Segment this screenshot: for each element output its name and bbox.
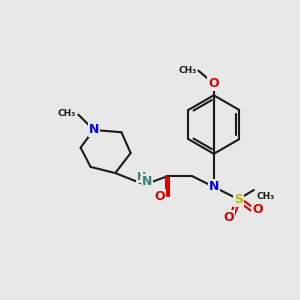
Text: O: O: [252, 203, 263, 216]
Text: O: O: [208, 77, 219, 90]
Text: O: O: [223, 211, 234, 224]
Text: O: O: [154, 190, 165, 203]
Text: CH₃: CH₃: [257, 191, 275, 200]
Text: H: H: [137, 172, 146, 182]
Text: S: S: [234, 193, 243, 206]
Text: N: N: [142, 175, 152, 188]
Text: CH₃: CH₃: [178, 66, 197, 75]
Text: N: N: [88, 123, 99, 136]
Text: CH₃: CH₃: [58, 109, 76, 118]
Text: N: N: [208, 180, 219, 194]
